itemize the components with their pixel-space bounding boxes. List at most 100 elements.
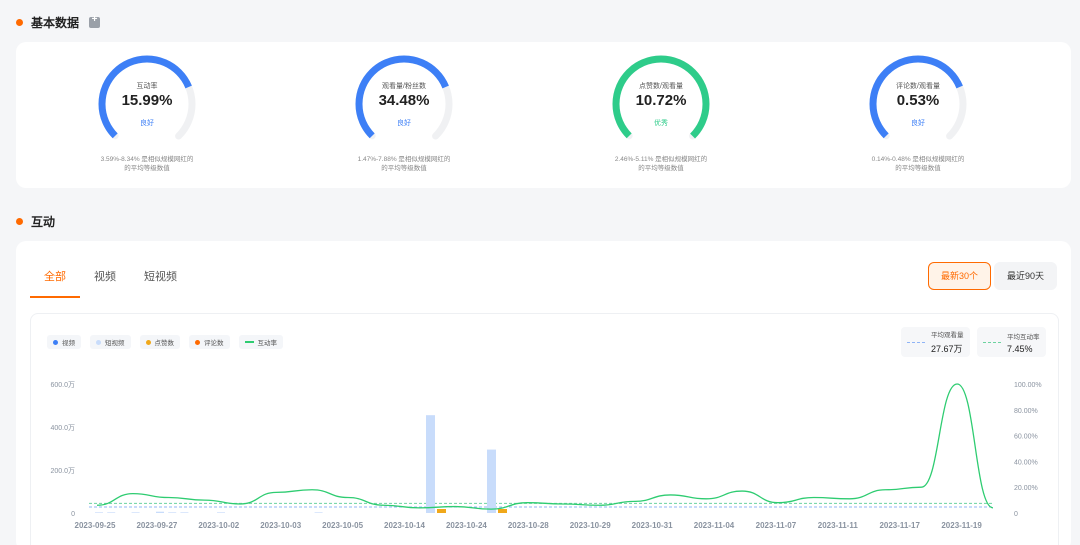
legend-item[interactable]: 评论数 [189,335,230,349]
x-tick: 2023-11-17 [879,521,920,530]
range-toggle: 最新30个 最近90天 [927,262,1057,290]
chart-panel: 视频 短视频 点赞数 评论数 互动率 平均观看量 27.67万 平均互动率 7.45% … [30,313,1059,545]
gauge-value: 10.72% [635,92,687,109]
legend-dot-marker [53,339,58,345]
short-video-bar [168,512,177,513]
x-tick: 2023-11-04 [694,521,735,530]
x-tick: 2023-09-25 [75,521,116,530]
short-video-bar [487,449,496,513]
legend-item[interactable]: 短视频 [90,335,131,349]
gauge-arc [98,55,196,153]
avg-views-value: 27.67万 [931,344,963,354]
short-video-bar [180,512,189,513]
gauge-description: 2.46%-5.11% 是相似规模网红的 的平均等级数值 [591,155,731,173]
last-90-days-button[interactable]: 最近90天 [993,262,1057,290]
likes-bar [498,509,507,513]
avg-views-box: 平均观看量 27.67万 [901,327,970,357]
gauge-rating: 良好 [140,120,154,127]
engagement-rate-line [96,383,994,510]
gauge-arc [612,55,710,153]
gauge-desc-line2: 的平均等级数值 [124,165,170,172]
short-video-bar [131,512,140,513]
gauge-rating: 优秀 [654,120,668,127]
avg-rate-value: 7.45% [1007,343,1033,354]
x-tick: 2023-11-19 [941,521,982,530]
x-tick: 2023-10-29 [570,521,611,530]
gauge-description: 0.14%-0.48% 是相似规模网红的 的平均等级数值 [848,155,988,173]
chart-legend: 视频 短视频 点赞数 评论数 互动率 [47,335,283,349]
x-tick: 2023-09-27 [136,521,177,530]
y-right-tick: 80.00% [1014,408,1038,415]
gauge-description: 3.59%-8.34% 是相似规模网红的 的平均等级数值 [77,155,217,173]
x-tick: 2023-10-02 [198,521,239,530]
avg-rate-box: 平均互动率 7.45% [977,327,1046,357]
gauge-rating: 良好 [911,120,925,127]
legend-label: 视频 [62,340,75,347]
section-title: 基本数据 [31,16,80,30]
gauge-desc-line2: 的平均等级数值 [895,165,941,172]
y-left-tick: 600.0万 [50,381,75,389]
section-dot [16,19,23,26]
legend-dot-marker [195,339,200,345]
x-tick: 2023-10-03 [260,521,301,530]
short-video-bar [156,511,164,513]
gauge-desc-line1: 1.47%-7.88% 是相似规模网红的 [357,156,451,163]
section-dot [16,218,23,225]
legend-item[interactable]: 视频 [47,335,81,349]
gauge-desc-line1: 3.59%-8.34% 是相似规模网红的 [100,156,194,163]
tab-short-video[interactable]: 短视频 [144,271,177,283]
short-video-bar [95,512,103,513]
y-right-tick: 0 [1014,511,1018,518]
y-right-tick: 40.00% [1014,459,1038,466]
gauge-rating: 良好 [397,120,411,127]
gauge-fill [98,55,196,153]
gauge-label: 互动率 [136,83,158,90]
tab-all[interactable]: 全部 [30,268,80,298]
x-tick: 2023-10-28 [508,521,549,530]
y-left-tick: 0 [71,511,75,518]
avg-rate-label: 平均互动率 [1007,333,1040,341]
gauge-desc-line2: 的平均等级数值 [638,165,684,172]
x-tick: 2023-11-11 [818,521,859,530]
latest-30-button[interactable]: 最新30个 [927,262,991,290]
gauge-desc-line2: 的平均等级数值 [381,165,427,172]
likes-bar [437,509,446,513]
gauge-3: 点赞数/观看量 10.72% 优秀 2.46%-5.11% 是相似规模网红的 的平均等级… [546,54,776,179]
gauge-desc-line1: 0.14%-0.48% 是相似规模网红的 [871,156,965,163]
gauge-value: 34.48% [378,92,430,109]
add-icon[interactable] [89,14,101,28]
legend-label: 短视频 [105,340,125,347]
y-right-tick: 20.00% [1014,485,1038,492]
x-tick: 2023-10-05 [322,521,363,530]
gauge-label: 点赞数/观看量 [639,83,683,90]
basic-data-card: 互动率 15.99% 良好 3.59%-8.34% 是相似规模网红的 的平均等级数值 观看… [16,42,1071,188]
legend-item[interactable]: 互动率 [238,335,283,349]
short-video-bar [217,512,225,513]
gauge-label: 观看量/粉丝数 [382,83,426,90]
legend-dot-marker [145,339,151,345]
legend-item[interactable]: 点赞数 [139,335,180,349]
interaction-header: 互动 [16,213,55,230]
y-right-tick: 60.00% [1014,434,1038,441]
avg-views-dash [907,341,925,343]
gauge-4: 评论数/观看量 0.53% 良好 0.14%-0.48% 是相似规模网红的 的平均等级数… [803,54,1033,179]
gauge-arc [355,55,453,153]
gauge-description: 1.47%-7.88% 是相似规模网红的 的平均等级数值 [334,155,474,173]
tab-bar: 全部 视频 短视频 [30,268,191,298]
interaction-chart: 0 200.0万 400.0万 600.0万 0 20.00% 40.00% 60.00% 80… [50,381,1042,530]
tab-video[interactable]: 视频 [94,271,116,283]
legend-label: 互动率 [257,340,278,347]
interaction-card: 全部 视频 短视频 最新30个 最近90天 视频 短视频 点赞数 评论数 互动率 平均观… [16,241,1071,545]
gauge-desc-line1: 2.46%-5.11% 是相似规模网红的 [614,156,708,163]
section-title: 互动 [31,215,56,229]
avg-views-label: 平均观看量 [931,332,964,339]
short-video-bar [426,415,435,513]
gauge-value: 15.99% [121,92,173,109]
avg-rate-dash [983,341,1001,343]
gauge-label: 评论数/观看量 [896,83,940,90]
legend-label: 评论数 [204,340,224,347]
basic-data-header: 基本数据 [16,14,101,31]
y-left-tick: 400.0万 [50,424,75,432]
y-right-tick: 100.00% [1014,382,1042,389]
x-tick: 2023-10-24 [446,521,487,530]
